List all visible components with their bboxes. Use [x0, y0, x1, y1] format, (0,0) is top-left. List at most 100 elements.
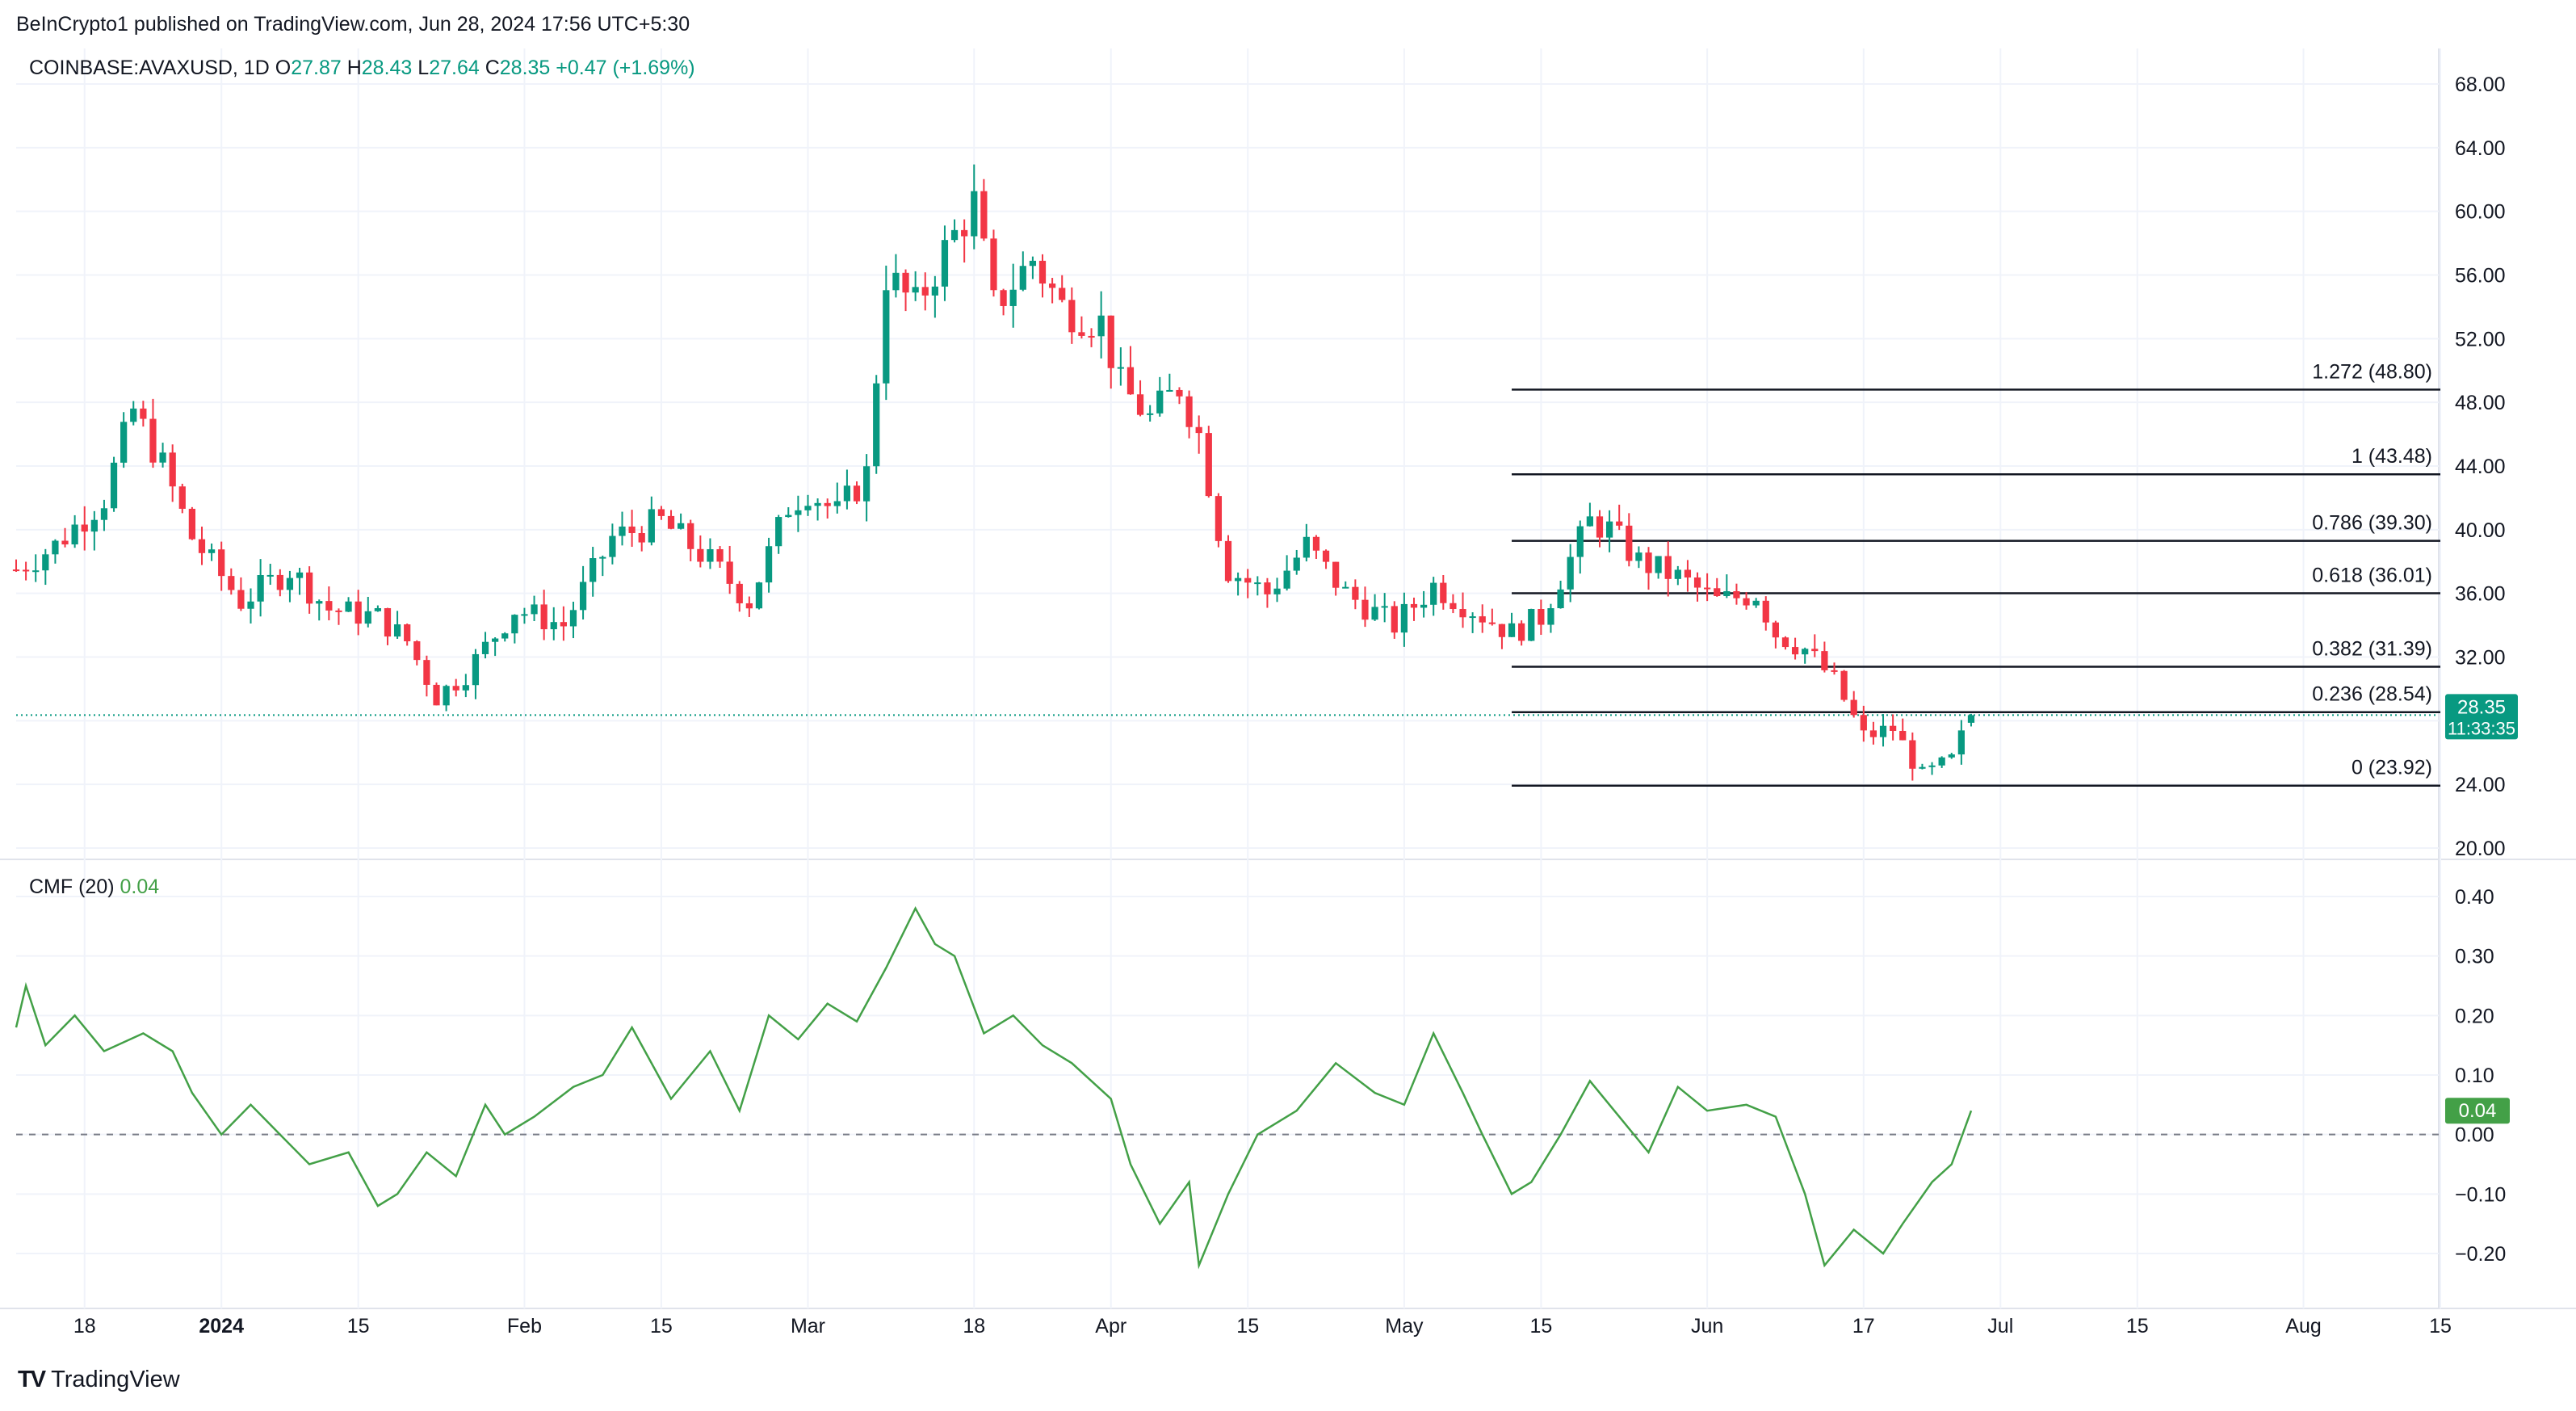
tradingview-brand[interactable]: TV TradingView	[18, 1367, 180, 1393]
candle-body	[267, 575, 274, 577]
cmf-tick-label: −0.20	[2455, 1243, 2506, 1266]
candle-body	[1753, 601, 1760, 606]
candle-body	[1557, 590, 1563, 608]
candle-body	[1528, 609, 1534, 640]
time-tick-label: May	[1385, 1315, 1424, 1338]
tradingview-logo-icon: TV	[18, 1367, 44, 1393]
candle-body	[42, 554, 48, 570]
candle-body	[892, 273, 899, 290]
candle-body	[1108, 316, 1114, 368]
candle-body	[1206, 433, 1212, 496]
candle-body	[687, 523, 694, 549]
candle-body	[1577, 527, 1584, 557]
candle-body	[560, 622, 567, 626]
candle-body	[101, 508, 107, 519]
candle-body	[1411, 604, 1417, 608]
candle-body	[863, 466, 870, 501]
candle-body	[1371, 607, 1378, 619]
candle-body	[990, 238, 996, 290]
cmf-legend[interactable]: CMF (20) 0.04	[29, 876, 159, 899]
candle-body	[1811, 649, 1818, 651]
candle-body	[492, 639, 498, 642]
candle-body	[316, 601, 322, 603]
candle-body	[1137, 394, 1143, 414]
candle-body	[1235, 578, 1241, 582]
candle-body	[1166, 390, 1173, 392]
candle-body	[1020, 266, 1026, 289]
cmf-badge-value: 0.04	[2459, 1100, 2497, 1122]
candle-body	[804, 506, 811, 510]
candle-body	[1323, 551, 1329, 562]
price-legend[interactable]: COINBASE:AVAXUSD, 1D O27.87 H28.43 L27.6…	[29, 57, 695, 80]
candle-body	[1587, 516, 1593, 526]
candle-body	[1382, 606, 1388, 607]
price-tick-label: 44.00	[2455, 456, 2506, 478]
symbol-label[interactable]: COINBASE:AVAXUSD, 1D	[29, 57, 270, 79]
time-tick-label: Mar	[791, 1315, 825, 1338]
low-value: 27.64	[429, 57, 480, 79]
candle-body	[1968, 715, 1974, 722]
candle-body	[746, 603, 753, 608]
candle-body	[120, 422, 127, 463]
time-tick-label: Apr	[1095, 1315, 1126, 1338]
candle-body	[140, 409, 146, 419]
candle-body	[23, 569, 29, 571]
candle-body	[668, 516, 674, 529]
candle-body	[1361, 600, 1368, 620]
candle-body	[1538, 609, 1544, 625]
time-tick-label: 15	[347, 1315, 370, 1338]
candle-body	[1391, 606, 1398, 632]
candle-body	[814, 503, 820, 506]
candle-body	[1909, 741, 1915, 769]
candle-body	[413, 641, 420, 660]
candle-body	[218, 549, 224, 576]
fib-level-label: 0 (23.92)	[2352, 757, 2432, 779]
candle-body	[61, 540, 68, 544]
time-tick-label: 15	[1236, 1315, 1259, 1338]
candle-body	[1470, 616, 1476, 618]
candle-body	[1049, 283, 1055, 288]
candle-body	[287, 578, 293, 590]
candle-body	[1518, 624, 1525, 641]
cmf-name[interactable]: CMF (20)	[29, 876, 115, 898]
cmf-tick-label: 0.10	[2455, 1065, 2494, 1087]
candle-body	[541, 604, 548, 629]
price-tick-label: 40.00	[2455, 519, 2506, 542]
candle-body	[951, 230, 958, 240]
candle-body	[1098, 316, 1105, 337]
candle-body	[1156, 391, 1163, 414]
candle-body	[736, 584, 743, 603]
candle-body	[1215, 496, 1222, 541]
candle-body	[423, 660, 430, 685]
candle-body	[453, 686, 459, 691]
candle-body	[179, 486, 186, 509]
time-tick-label: 15	[2429, 1315, 2452, 1338]
candle-body	[824, 503, 831, 506]
candle-body	[1068, 300, 1075, 332]
candle-body	[707, 549, 713, 562]
candle-body	[716, 549, 723, 561]
fib-level-label: 0.236 (28.54)	[2312, 683, 2432, 706]
candle-body	[1508, 624, 1515, 637]
candle-body	[628, 527, 635, 533]
time-tick-label: 15	[650, 1315, 673, 1338]
candle-body	[531, 604, 537, 614]
candle-body	[785, 515, 791, 517]
candle-body	[1870, 730, 1877, 737]
candle-body	[1088, 336, 1094, 338]
candle-body	[1401, 604, 1408, 632]
candle-body	[111, 463, 117, 508]
candle-body	[365, 611, 371, 624]
candle-body	[727, 561, 733, 583]
close-label: C	[485, 57, 500, 79]
publisher-line: BeInCrypto1 published on TradingView.com…	[16, 13, 690, 36]
candle-body	[1773, 623, 1779, 638]
time-tick-label: Aug	[2285, 1315, 2321, 1338]
candle-body	[1851, 700, 1857, 716]
candle-body	[1704, 588, 1710, 590]
candle-body	[609, 536, 615, 557]
fib-level-label: 0.786 (39.30)	[2312, 512, 2432, 535]
last-price-badge-value: 28.35	[2457, 696, 2506, 718]
cmf-tick-label: 0.30	[2455, 946, 2494, 968]
